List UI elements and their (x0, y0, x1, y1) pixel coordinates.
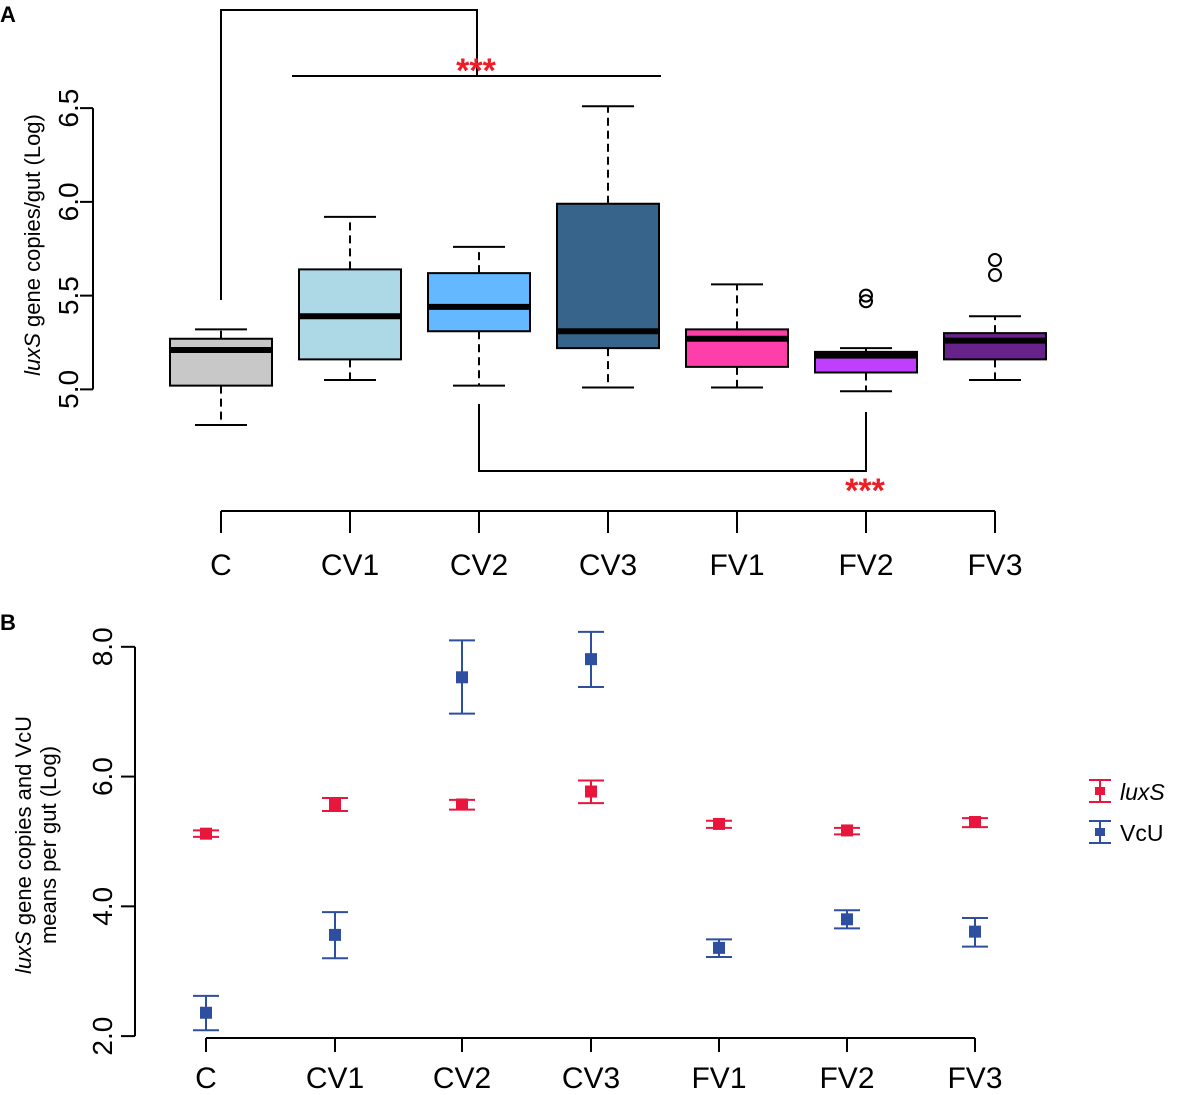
box-fv2 (814, 288, 918, 393)
outlier-point (859, 288, 873, 303)
panel-a-x-tick-label-fv3: FV3 (967, 549, 1022, 582)
significance-stars-bottom: *** (845, 472, 885, 510)
panel-b-x-tick-label-fv1: FV1 (691, 1062, 746, 1095)
panel-a-x-tick-label-c: C (210, 549, 232, 582)
panel-b-axes: 2.0 4.0 6.0 8.0 C CV1 CV2 CV3 FV1 FV2 FV3 (87, 627, 1003, 1095)
point-vcu-cv1 (322, 911, 348, 960)
panel-a-y-tick-label: 6.5 (53, 89, 84, 128)
point-vcu-fv3 (962, 917, 988, 948)
box-cv3 (556, 105, 660, 389)
legend-symbol-luxs (1089, 779, 1111, 803)
legend-marker (1095, 828, 1105, 836)
panel-b-x-tick-label-fv2: FV2 (819, 1062, 874, 1095)
panel-b-y-tick-label: 2.0 (87, 1017, 118, 1056)
point-luxs-cv2 (449, 798, 475, 811)
panel-a-x-tick-label-fv2: FV2 (838, 549, 893, 582)
panel-a-boxes (169, 105, 1047, 426)
point-luxs-cv1 (322, 796, 348, 812)
series-luxs (193, 779, 988, 840)
box-iqr (169, 337, 273, 387)
panel-a-significance-brackets (220, 9, 867, 472)
box-fv1 (685, 283, 789, 389)
outlier-point (859, 294, 873, 309)
panel-a-axes: 5.0 5.5 6.0 6.5 C CV1 CV2 CV3 FV1 FV2 FV3 (53, 89, 1023, 582)
panel-b-x-tick-label-cv1: CV1 (306, 1062, 364, 1095)
legend-symbol-vcu (1089, 820, 1111, 844)
panel-a-label: A (0, 2, 16, 27)
panel-b-y-tick-label: 6.0 (87, 757, 118, 796)
panel-b-y-tick-label: 8.0 (87, 627, 118, 666)
significance-stars-top: *** (456, 52, 496, 90)
panel-b-label: B (0, 610, 16, 635)
box-iqr (685, 328, 789, 368)
panel-b-ylabel-rest: gene copies and VcU (11, 716, 36, 931)
outlier-point (988, 253, 1002, 267)
mean-marker (585, 653, 597, 666)
box-iqr (943, 332, 1047, 361)
mean-marker (841, 824, 853, 837)
panel-a-x-tick-label-cv1: CV1 (321, 549, 379, 582)
box-cv2 (427, 245, 531, 387)
panel-b-x-tick-label-cv2: CV2 (433, 1062, 491, 1095)
point-vcu-fv2 (834, 909, 860, 930)
mean-marker (969, 925, 981, 938)
panel-b-ylabel-italic: luxS (11, 931, 36, 974)
box-fv3 (943, 253, 1047, 381)
bracket-cv2-vs-fv2 (478, 404, 867, 472)
mean-marker (200, 827, 212, 840)
point-vcu-fv1 (706, 938, 732, 958)
mean-marker (713, 817, 725, 830)
panel-b-y-tick-label: 4.0 (87, 887, 118, 926)
outlier-point (988, 268, 1002, 282)
series-vcu (193, 630, 988, 1032)
mean-marker (200, 1006, 212, 1019)
legend-label-vcu: VcU (1120, 820, 1163, 846)
box-iqr (556, 202, 660, 350)
point-luxs-fv3 (962, 815, 988, 829)
bracket-c-vs-cv (220, 9, 478, 300)
panel-a-x-tick-label-cv2: CV2 (450, 549, 508, 582)
panel-b-y-axis-label-line1: luxS gene copies and VcU (11, 716, 36, 974)
panel-b-legend: luxS VcU (1089, 779, 1165, 846)
point-luxs-cv3 (578, 779, 604, 805)
panel-a-ylabel-italic: luxS (20, 333, 45, 376)
point-luxs-fv2 (834, 824, 860, 837)
panel-a-y-tick-label: 5.5 (53, 276, 84, 315)
panel-b-x-tick-label-cv3: CV3 (562, 1062, 620, 1095)
point-luxs-c (193, 827, 219, 840)
legend-marker (1095, 787, 1105, 795)
point-vcu-c (193, 994, 219, 1032)
panel-b-points (193, 630, 988, 1032)
mean-marker (329, 798, 341, 811)
box-cv1 (298, 215, 402, 381)
mean-marker (329, 928, 341, 941)
panel-a-y-tick-label: 6.0 (53, 182, 84, 221)
point-luxs-fv1 (706, 817, 732, 830)
mean-marker (456, 798, 468, 811)
panel-b-y-axis-label-line2: means per gut (Log) (36, 746, 61, 944)
panel-a-ylabel-rest: gene copies/gut (Log) (20, 114, 45, 333)
panel-b-x-tick-label-c: C (195, 1062, 217, 1095)
mean-marker (969, 815, 981, 828)
mean-marker (456, 671, 468, 684)
mean-marker (841, 913, 853, 926)
panel-a-x-tick-label-cv3: CV3 (579, 549, 637, 582)
panel-b-scatter: luxS gene copies and VcU means per gut (… (11, 627, 1165, 1095)
point-vcu-cv2 (449, 639, 475, 715)
panel-a-x-tick-label-fv1: FV1 (709, 549, 764, 582)
box-iqr (427, 272, 531, 333)
panel-a-boxplot: luxS gene copies/gut (Log) 5.0 5.5 6.0 6.5 C… (20, 9, 1047, 582)
box-c (169, 328, 273, 426)
panel-a-y-tick-label: 5.0 (53, 370, 84, 409)
panel-a-y-axis-label: luxS gene copies/gut (Log) (20, 114, 45, 376)
mean-marker (585, 785, 597, 798)
panel-b-x-tick-label-fv3: FV3 (947, 1062, 1002, 1095)
mean-marker (713, 941, 725, 954)
point-vcu-cv3 (578, 630, 604, 689)
legend-label-luxs: luxS (1120, 779, 1165, 805)
